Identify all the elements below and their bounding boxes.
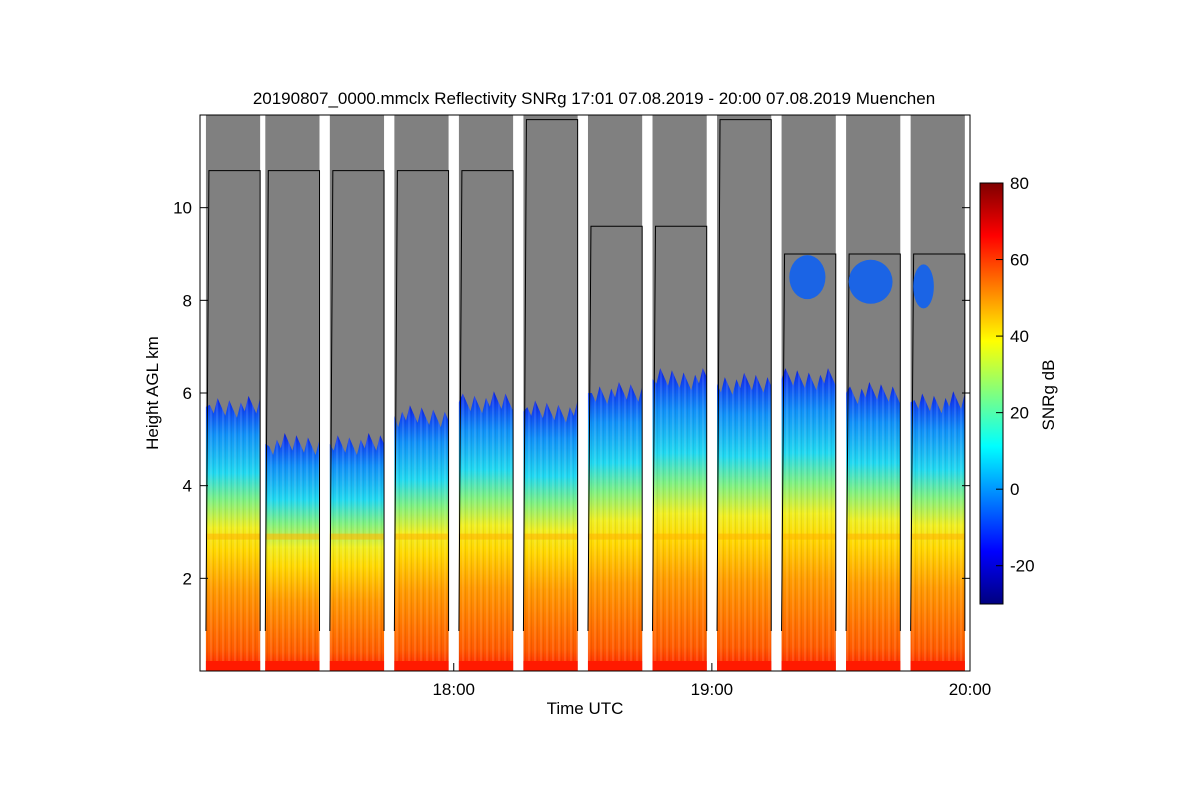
- reflectivity-texture: [846, 382, 901, 671]
- scan-range-outline: [587, 225, 643, 632]
- chart-title: 20190807_0000.mmclx Reflectivity SNRg 17…: [253, 89, 935, 108]
- scan-block: [264, 115, 321, 671]
- ground-clutter-band: [587, 661, 643, 671]
- ground-clutter-band: [523, 661, 578, 671]
- y-tick-label: 10: [173, 199, 192, 218]
- x-axis-label: Time UTC: [547, 699, 624, 718]
- scan-range-outline: [716, 119, 772, 632]
- melting-layer-band: [652, 533, 707, 540]
- scan-block: [522, 115, 579, 671]
- scan-block: [716, 115, 772, 671]
- scan-block: [205, 115, 261, 671]
- colorbar-gradient: [979, 182, 1004, 605]
- reflectivity-texture: [329, 433, 385, 671]
- scan-range-outline: [781, 253, 837, 632]
- scan-range-outline: [329, 170, 385, 632]
- scan-range-outline: [458, 170, 514, 632]
- ground-clutter-band: [846, 661, 901, 671]
- x-tick-label: 18:00: [432, 680, 475, 699]
- y-tick-label: 4: [183, 477, 192, 496]
- colorbar-tick-label: 0: [1010, 480, 1019, 499]
- ground-clutter-band: [205, 661, 261, 671]
- scan-block: [458, 115, 514, 671]
- melting-layer-band: [587, 533, 643, 540]
- ground-clutter-band: [458, 661, 514, 671]
- y-tick-label: 8: [183, 291, 192, 310]
- cirrus-echo: [848, 259, 893, 304]
- ground-clutter-band: [781, 661, 836, 671]
- ground-clutter-band: [717, 661, 772, 671]
- y-tick-label: 6: [183, 384, 192, 403]
- melting-layer-band: [781, 533, 836, 540]
- y-axis-label: Height AGL km: [143, 336, 162, 450]
- melting-layer-band: [458, 533, 514, 540]
- plot-area: [205, 115, 966, 671]
- cirrus-echo: [789, 255, 826, 300]
- colorbar-tick-label: -20: [1010, 557, 1035, 576]
- scan-block: [652, 115, 708, 671]
- scan-range-outline: [205, 170, 261, 632]
- melting-layer-band: [846, 533, 901, 540]
- reflectivity-texture: [587, 382, 643, 671]
- reflectivity-texture: [458, 391, 514, 671]
- scan-block: [910, 115, 966, 671]
- reflectivity-texture: [781, 368, 836, 671]
- scan-range-outline: [393, 170, 450, 632]
- colorbar: 80 60 40 20 0 -20 SNRg dB: [979, 174, 1058, 605]
- scan-block: [393, 115, 450, 671]
- melting-layer-band: [717, 533, 772, 540]
- reflectivity-texture: [265, 433, 320, 671]
- scan-range-outline: [652, 225, 708, 632]
- melting-layer-band: [329, 533, 385, 540]
- reflectivity-texture: [205, 395, 261, 671]
- scan-block: [329, 115, 385, 671]
- colorbar-tick-label: 20: [1010, 404, 1029, 423]
- melting-layer-band: [394, 533, 449, 540]
- y-tick-label: 2: [183, 569, 192, 588]
- reflectivity-texture: [910, 391, 965, 671]
- x-tick-label: 19:00: [691, 680, 734, 699]
- ground-clutter-band: [329, 661, 385, 671]
- ground-clutter-band: [652, 661, 707, 671]
- colorbar-tick-label: 60: [1010, 251, 1029, 270]
- reflectivity-texture: [717, 372, 772, 671]
- melting-layer-band: [523, 533, 578, 540]
- x-tick-label: 20:00: [949, 680, 992, 699]
- scan-block: [845, 115, 901, 671]
- scan-range-outline: [845, 253, 901, 632]
- scan-block: [587, 115, 643, 671]
- ground-clutter-band: [910, 661, 965, 671]
- scan-range-outline: [264, 170, 321, 632]
- scan-block: [781, 115, 837, 671]
- melting-layer-band: [265, 533, 320, 540]
- cirrus-echo: [913, 264, 934, 309]
- y-axis: 2 4 6 8 10: [173, 199, 970, 588]
- x-axis: 18:00 19:00 20:00: [432, 663, 991, 699]
- scan-range-outline: [522, 119, 579, 632]
- ground-clutter-band: [265, 661, 320, 671]
- reflectivity-texture: [652, 368, 707, 671]
- melting-layer-band: [910, 533, 965, 540]
- colorbar-tick-label: 40: [1010, 327, 1029, 346]
- melting-layer-band: [205, 533, 261, 540]
- ground-clutter-band: [394, 661, 449, 671]
- scan-range-outline: [910, 253, 966, 632]
- colorbar-label: SNRg dB: [1039, 360, 1058, 431]
- colorbar-tick-label: 80: [1010, 174, 1029, 193]
